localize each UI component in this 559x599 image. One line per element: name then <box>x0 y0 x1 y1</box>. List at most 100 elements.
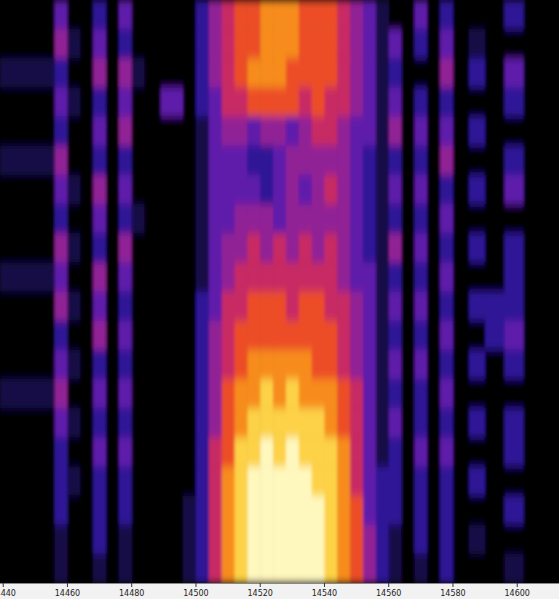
cell <box>376 0 389 30</box>
cell <box>440 350 453 380</box>
cell <box>273 437 286 467</box>
cell <box>119 437 132 467</box>
cell <box>161 292 184 322</box>
cell <box>440 0 453 30</box>
cell <box>132 379 145 409</box>
cell <box>132 525 145 555</box>
cell <box>286 29 299 59</box>
cell <box>80 29 93 59</box>
cell <box>196 117 209 147</box>
cell <box>427 466 440 496</box>
cell <box>67 204 80 234</box>
cell <box>183 175 196 205</box>
cell <box>183 204 196 234</box>
cell <box>324 29 337 59</box>
cell <box>55 466 68 496</box>
cell <box>402 321 415 351</box>
cell <box>524 233 559 263</box>
cell <box>161 554 184 583</box>
cell <box>504 408 524 438</box>
cell <box>247 466 260 496</box>
cell <box>183 437 196 467</box>
cell <box>55 496 68 526</box>
cell <box>93 321 106 351</box>
x-tick-label: 14600 <box>505 589 530 598</box>
cell <box>196 233 209 263</box>
x-tick <box>452 583 453 587</box>
cell <box>183 496 196 526</box>
cell <box>453 233 470 263</box>
cell <box>485 262 505 292</box>
cell <box>389 146 402 176</box>
cell <box>427 379 440 409</box>
cell <box>209 233 222 263</box>
cell <box>209 0 222 30</box>
cell <box>427 262 440 292</box>
cell <box>440 321 453 351</box>
cell <box>132 146 145 176</box>
cell <box>67 146 80 176</box>
cell <box>414 408 427 438</box>
cell <box>161 0 184 30</box>
cell <box>485 146 505 176</box>
cell <box>247 58 260 88</box>
cell <box>93 117 106 147</box>
cell <box>350 146 363 176</box>
cell <box>414 0 427 30</box>
cell <box>0 496 55 526</box>
cell <box>402 146 415 176</box>
cell <box>524 525 559 555</box>
cell <box>55 204 68 234</box>
cell <box>286 175 299 205</box>
cell <box>427 437 440 467</box>
cell <box>132 496 145 526</box>
cell <box>222 466 235 496</box>
cell <box>350 408 363 438</box>
cell <box>312 117 325 147</box>
cell <box>145 87 162 117</box>
cell <box>286 87 299 117</box>
cell <box>363 233 376 263</box>
cell <box>286 466 299 496</box>
cell <box>312 204 325 234</box>
cell <box>389 58 402 88</box>
cell <box>247 204 260 234</box>
waterfall-chart: 1444014460144801450014520145401456014580… <box>0 0 559 599</box>
cell <box>524 29 559 59</box>
cell <box>161 87 184 117</box>
cell <box>55 525 68 555</box>
cell <box>440 87 453 117</box>
cell <box>504 87 524 117</box>
cell <box>504 466 524 496</box>
cell <box>0 29 55 59</box>
cell <box>453 146 470 176</box>
cell <box>93 350 106 380</box>
cell <box>337 87 350 117</box>
cell <box>402 117 415 147</box>
cell <box>260 117 273 147</box>
cell <box>80 379 93 409</box>
cell-layer <box>0 0 559 583</box>
x-tick-label: 14500 <box>183 589 208 598</box>
cell <box>183 262 196 292</box>
cell <box>469 292 486 322</box>
cell <box>247 379 260 409</box>
cell <box>106 554 119 583</box>
cell <box>504 233 524 263</box>
cell <box>0 204 55 234</box>
cell <box>363 29 376 59</box>
cell <box>222 379 235 409</box>
cell <box>161 525 184 555</box>
cell <box>196 379 209 409</box>
cell <box>350 175 363 205</box>
cell <box>350 0 363 30</box>
cell <box>324 321 337 351</box>
cell <box>414 58 427 88</box>
cell <box>247 554 260 583</box>
cell <box>132 233 145 263</box>
cell <box>93 29 106 59</box>
cell <box>440 292 453 322</box>
cell <box>209 146 222 176</box>
cell <box>469 350 486 380</box>
cell <box>312 525 325 555</box>
